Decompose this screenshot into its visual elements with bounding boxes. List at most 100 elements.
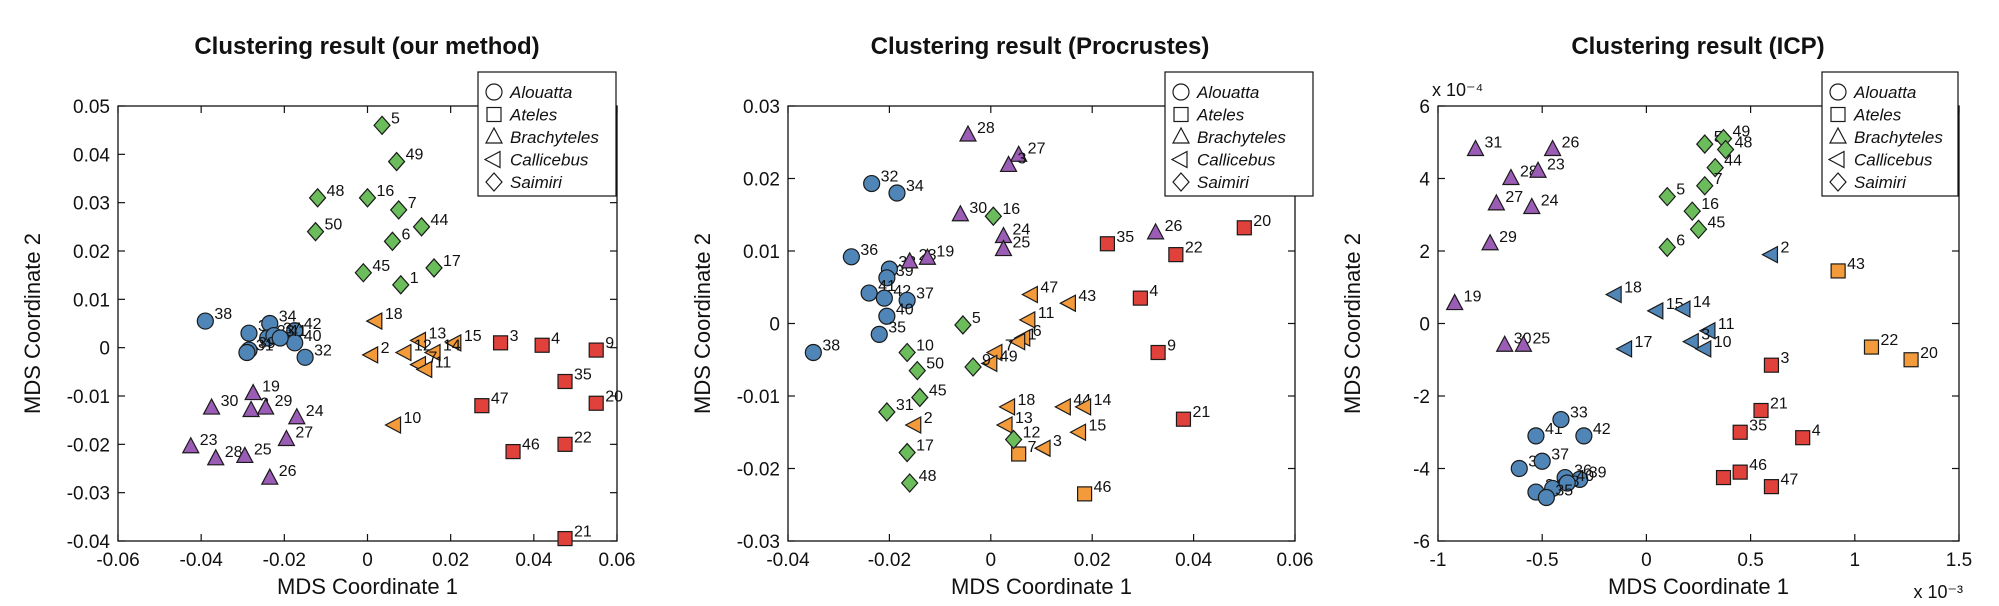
data-point bbox=[911, 387, 929, 408]
point-label: 46 bbox=[1094, 479, 1112, 496]
y-tick-label: -0.02 bbox=[737, 460, 780, 481]
legend-marker bbox=[1172, 126, 1190, 144]
data-point bbox=[918, 247, 937, 265]
point-label: 31 bbox=[896, 397, 914, 414]
point-label: 22 bbox=[1880, 332, 1898, 349]
legend-entry: Ateles bbox=[1853, 106, 1902, 125]
data-point bbox=[1495, 334, 1514, 352]
legend: Alouatta Ateles Brachyteles Callicebus Saimi… bbox=[1164, 71, 1314, 197]
data-point bbox=[415, 360, 433, 379]
data-point bbox=[898, 442, 916, 463]
data-point bbox=[1074, 397, 1092, 416]
point-label: 31 bbox=[256, 338, 274, 355]
point-label: 37 bbox=[1551, 446, 1569, 463]
series-alouatta: 3836344233374039314132 bbox=[196, 306, 332, 366]
data-point bbox=[1510, 459, 1528, 478]
point-label: 47 bbox=[1780, 472, 1798, 489]
data-point bbox=[1054, 397, 1071, 416]
point-label: 48 bbox=[327, 183, 345, 200]
series-saimiri: 54948447516456 bbox=[1658, 124, 1753, 258]
y-tick-label: 6 bbox=[1419, 97, 1430, 118]
point-label: 50 bbox=[325, 217, 343, 234]
data-point bbox=[1236, 220, 1252, 236]
data-point bbox=[898, 342, 916, 363]
data-point bbox=[878, 269, 896, 287]
data-point bbox=[1863, 339, 1880, 355]
point-label: 18 bbox=[1018, 392, 1036, 409]
x-tick-label: 0 bbox=[1641, 550, 1652, 571]
x-tick-label: -0.02 bbox=[868, 550, 911, 571]
legend: Alouatta Ateles Brachyteles Callicebus Saimi… bbox=[477, 71, 617, 197]
point-label: 44 bbox=[431, 212, 449, 229]
legend-entry: Alouatta bbox=[1853, 83, 1916, 102]
legend-entry: Saimiri bbox=[510, 173, 563, 192]
point-label: 30 bbox=[969, 200, 987, 217]
data-point bbox=[863, 174, 881, 193]
data-point bbox=[1681, 332, 1699, 351]
legend-entry: Brachyteles bbox=[1854, 128, 1943, 147]
data-point bbox=[1150, 344, 1166, 361]
series-brachyteles: 1930229242723282526 bbox=[181, 379, 324, 485]
point-label: 17 bbox=[1635, 334, 1653, 351]
legend-marker bbox=[1172, 172, 1190, 192]
data-point bbox=[1763, 479, 1780, 495]
legend-entry: Callicebus bbox=[1854, 151, 1933, 170]
point-label: 27 bbox=[1028, 140, 1046, 157]
y-tick-label: 0.03 bbox=[743, 97, 780, 118]
x-tick-label: -0.06 bbox=[96, 550, 139, 571]
y-axis-label: MDS Coordinate 2 bbox=[690, 233, 715, 414]
point-label: 37 bbox=[916, 285, 934, 302]
point-label: 4 bbox=[1812, 423, 1821, 440]
series-brachyteles: 31262823272429193025 bbox=[1445, 135, 1580, 352]
data-point bbox=[206, 448, 225, 466]
data-point bbox=[804, 343, 822, 362]
data-point bbox=[308, 187, 327, 208]
point-label: 17 bbox=[916, 438, 934, 455]
data-point bbox=[1021, 285, 1038, 304]
y-axis-exponent: x 10⁻⁴ bbox=[1432, 80, 1483, 100]
y-tick-label: -0.03 bbox=[67, 484, 110, 505]
point-label: 37 bbox=[283, 321, 301, 338]
point-label: 48 bbox=[1735, 135, 1753, 152]
point-label: 42 bbox=[304, 316, 322, 333]
data-point bbox=[1706, 157, 1724, 178]
data-point bbox=[1132, 290, 1148, 306]
point-label: 46 bbox=[1749, 457, 1767, 474]
point-label: 9 bbox=[605, 335, 614, 352]
x-tick-label: 0.04 bbox=[1175, 550, 1212, 571]
chart-panel-3: Clustering result (ICP) -1 -0.5 0 0.5 1 1.5 -6 -… bbox=[1340, 33, 1972, 602]
data-point bbox=[474, 398, 490, 414]
series-alouatta: 3234363339414237403538 bbox=[804, 169, 934, 362]
data-point bbox=[196, 312, 214, 330]
data-point bbox=[1689, 219, 1708, 240]
data-point bbox=[1575, 427, 1593, 445]
point-label: 21 bbox=[574, 524, 592, 541]
data-point bbox=[1522, 197, 1541, 215]
point-label: 11 bbox=[435, 354, 452, 371]
data-point bbox=[1543, 139, 1562, 157]
point-label: 34 bbox=[279, 309, 297, 326]
y-tick-label: 0 bbox=[1419, 315, 1430, 336]
data-point bbox=[1753, 402, 1769, 419]
point-label: 7 bbox=[428, 350, 437, 367]
point-label: 6 bbox=[1033, 323, 1042, 340]
data-point bbox=[361, 345, 379, 364]
data-point bbox=[1501, 168, 1520, 186]
series-ateles: 32135494647 bbox=[1715, 350, 1821, 495]
y-tick-label: 0.02 bbox=[73, 242, 110, 263]
point-label: 11 bbox=[1038, 305, 1055, 322]
point-label: 14 bbox=[443, 338, 461, 355]
legend-marker bbox=[485, 172, 503, 192]
x-tick-label: 1.5 bbox=[1946, 550, 1972, 571]
data-point bbox=[588, 342, 604, 358]
point-label: 24 bbox=[1541, 193, 1559, 210]
legend-entry: Ateles bbox=[1196, 106, 1245, 125]
point-label: 13 bbox=[428, 325, 446, 342]
point-label: 29 bbox=[275, 393, 293, 410]
legend-marker bbox=[486, 106, 502, 123]
data-point bbox=[202, 397, 221, 415]
point-label: 25 bbox=[1532, 330, 1550, 347]
point-label: 7 bbox=[1005, 338, 1014, 355]
point-label: 1 bbox=[1028, 327, 1037, 344]
data-point bbox=[505, 443, 521, 460]
